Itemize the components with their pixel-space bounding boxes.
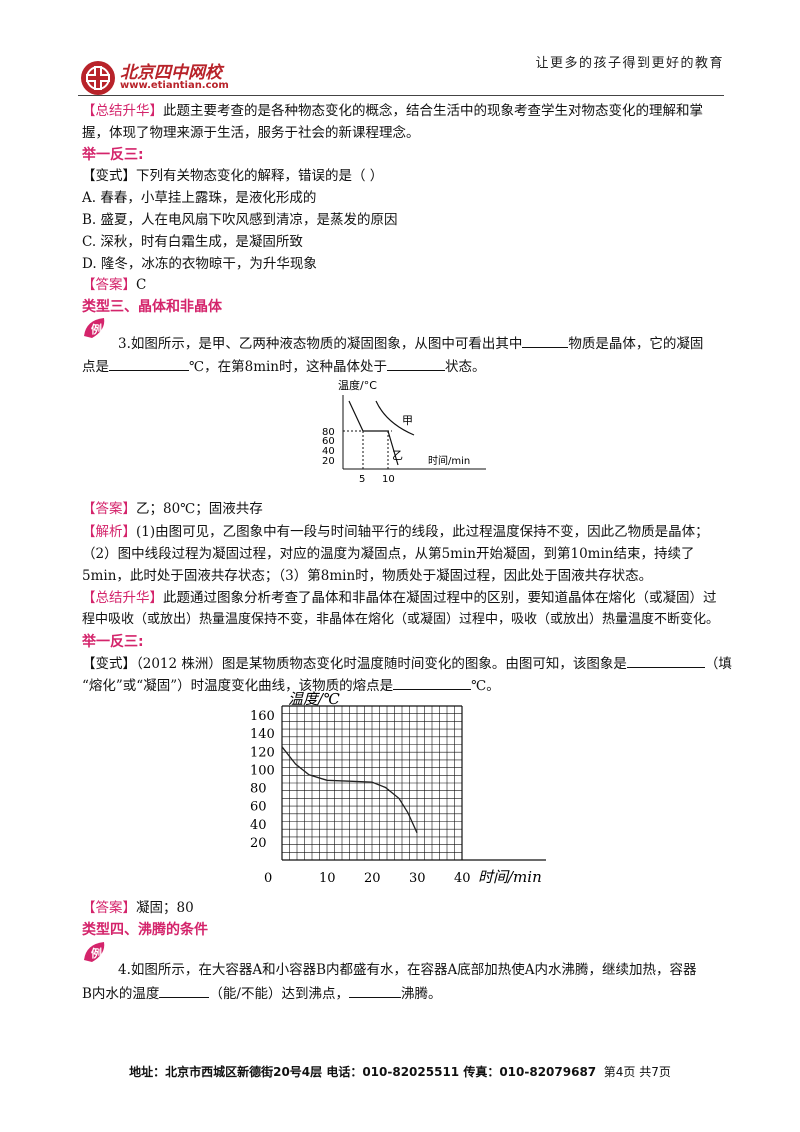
question-3-cont: 点是 ℃，在第8min时，这种晶体处于 状态。 <box>82 356 722 377</box>
option-a: A. 春春，小草挂上露珠，是液化形成的 <box>82 190 317 206</box>
example-badge-icon: 例 <box>84 942 105 962</box>
answer-variant-3: 【答案】凝固；80 <box>82 900 194 916</box>
graph2-ylabel: 温度/℃ <box>288 690 340 708</box>
graph1-ytick: 60 <box>322 436 335 447</box>
graph2-xtick: 20 <box>364 871 381 886</box>
school-logo <box>81 61 115 95</box>
answer-3: 【答案】乙；80℃；固液共存 <box>82 501 263 517</box>
question-4-cont: B内水的温度 （能/不能）达到沸点， 沸腾。 <box>82 983 722 1004</box>
variant-question-3: 【变式】（2012 株洲）图是某物质物态变化时温度随时间变化的图象。由图可知，该… <box>82 653 732 674</box>
summary-1: 【总结升华】此题主要考查的是各种物态变化的概念，结合生活中的现象考查学生对物态变… <box>82 103 703 119</box>
solidification-graph: 温度/°C 80 60 40 20 甲 乙 时间/min 5 10 <box>322 378 486 485</box>
answer-1: 【答案】C <box>82 277 147 293</box>
graph2-ytick: 100 <box>250 763 275 778</box>
summary-1-cont: 握，体现了物理来源于生活，服务于社会的新课程理念。 <box>82 125 420 141</box>
example-badge-icon: 例 <box>84 318 105 338</box>
analysis-3-l3: 5min，此时处于固液共存状态；（3）第8min时，物质处于凝固过程，因此处于固… <box>82 568 653 584</box>
melting-graph: 温度/℃ 160 140 120 100 80 60 40 20 0 10 20… <box>250 690 546 886</box>
curve-jia <box>375 400 415 436</box>
graph1-ytick: 40 <box>322 446 335 457</box>
graph1-ytick: 20 <box>322 456 335 467</box>
option-c: C. 深秋，时有白霜生成，是凝固所致 <box>82 234 303 250</box>
option-b: B. 盛夏，人在电风扇下吹风感到清凉，是蒸发的原因 <box>82 212 398 228</box>
graph2-ytick: 140 <box>250 727 275 742</box>
graph2-ytick: 60 <box>250 800 267 815</box>
label-jia: 甲 <box>402 414 413 427</box>
graph2-ytick: 160 <box>250 709 275 724</box>
analysis-3-l2: （2）图中线段过程为凝固过程，对应的温度为凝固点，从第5min开始凝固，到第10… <box>82 546 695 562</box>
temperature-curve <box>281 746 418 834</box>
section-title-4: 类型四、沸腾的条件 <box>82 922 208 938</box>
option-d: D. 隆冬，冰冻的衣物晾干，为升华现象 <box>82 256 317 272</box>
logo-url: www.etiantian.com <box>120 80 229 91</box>
header-slogan: 让更多的孩子得到更好的教育 <box>535 56 724 71</box>
juyi-fansan-3: 举一反三: <box>82 634 144 650</box>
graph1-xtick: 5 <box>359 474 365 485</box>
graph2-xlabel: 时间/min <box>478 868 542 886</box>
analysis-3: 【解析】(1)由图可见，乙图象中有一段与时间轴平行的线段，此过程温度保持不变，因… <box>82 524 709 540</box>
graph1-ylabel: 温度/°C <box>338 378 377 392</box>
question-3: 3.如图所示，是甲、乙两种液态物质的凝固图象，从图中可看出其中 物质是晶体，它的凝… <box>118 333 758 354</box>
variant-question-1: 【变式】下列有关物态变化的解释，错误的是（ ） <box>82 168 384 184</box>
graph1-ytick: 80 <box>322 427 335 438</box>
graph2-ytick: 20 <box>250 836 267 851</box>
graph2-xtick: 10 <box>319 871 336 886</box>
svg-text:例: 例 <box>91 946 102 960</box>
graph2-origin: 0 <box>264 871 272 886</box>
graph2-xtick: 30 <box>409 871 426 886</box>
header-divider <box>78 95 724 96</box>
graph2-ytick: 80 <box>250 782 267 797</box>
graph1-xtick: 10 <box>382 474 395 485</box>
juyi-fansan-1: 举一反三: <box>82 147 144 163</box>
section-title-3: 类型三、晶体和非晶体 <box>82 299 222 315</box>
summary-3: 【总结升华】此题通过图象分析考查了晶体和非晶体在凝固过程中的区别，要知道晶体在熔… <box>82 590 717 606</box>
graph2-xtick: 40 <box>454 871 471 886</box>
curve-yi <box>348 400 399 466</box>
graph2-ytick: 40 <box>250 818 267 833</box>
page-footer: 地址：北京市西城区新德街20号4层 电话：010-82025511 传真：010… <box>129 1065 671 1079</box>
logo-text: 北京四中网校 <box>120 63 222 83</box>
label-yi: 乙 <box>392 449 403 462</box>
svg-text:例: 例 <box>91 322 102 336</box>
summary-3-l2: 程中吸收（或放出）热量温度保持不变，非晶体在熔化（或凝固）过程中，吸收（或放出）… <box>82 612 720 627</box>
variant-question-3-cont: “熔化”或“凝固”）时温度变化曲线，该物质的熔点是 ℃。 <box>82 675 722 696</box>
graph2-ytick: 120 <box>250 745 275 760</box>
graph1-xlabel: 时间/min <box>428 454 470 467</box>
question-4: 4.如图所示，在大容器A和小容器B内都盛有水，在容器A底部加热使A内水沸腾，继续… <box>118 962 697 978</box>
